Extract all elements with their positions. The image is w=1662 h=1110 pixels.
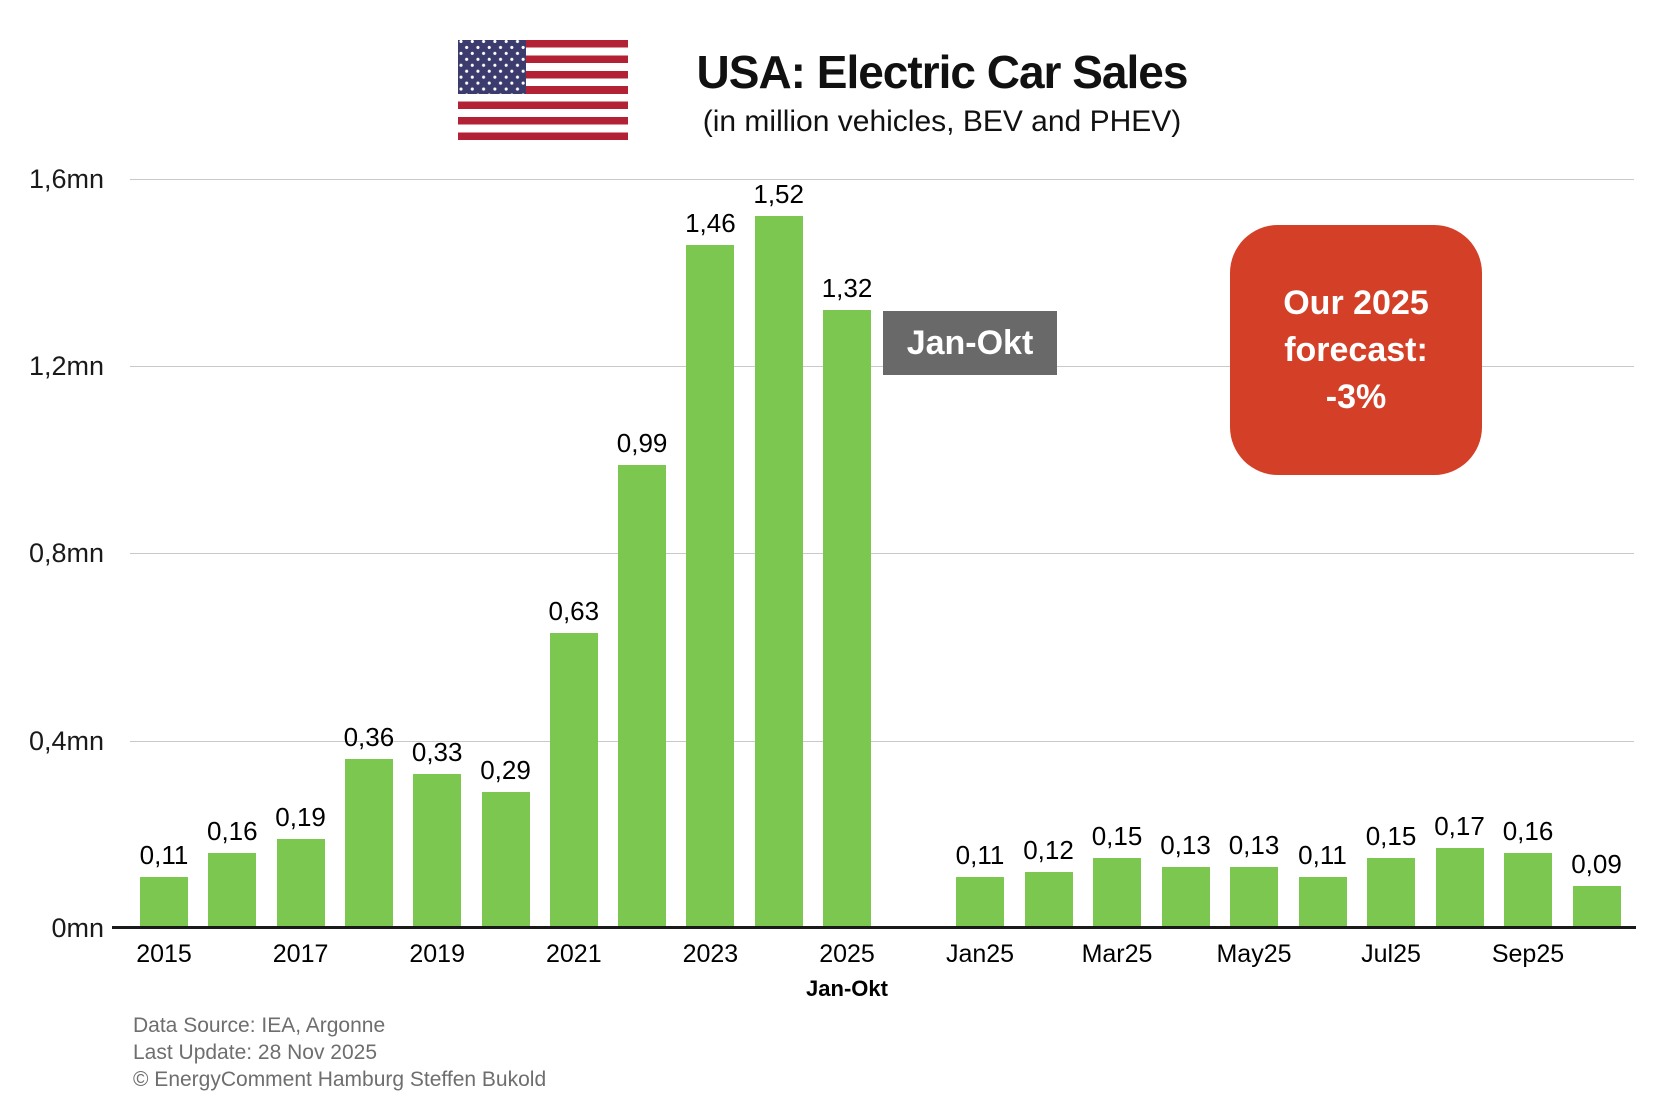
x-tick-label-2019: 2019 (409, 940, 465, 968)
bar-value-label-May25: 0,13 (1228, 830, 1280, 860)
bar-value-label-Sep25: 0,16 (1502, 816, 1554, 846)
x-tick-label-2021: 2021 (545, 940, 602, 968)
bar-value-label-2023: 1,46 (685, 208, 736, 238)
us-flag-canton (458, 40, 526, 94)
y-axis-label-0mn: 0mn (51, 913, 104, 943)
bar-2017 (276, 839, 325, 928)
bar-2023 (686, 245, 735, 928)
x-axis-line (112, 926, 1636, 929)
bar-Aug25 (1435, 848, 1484, 928)
y-axis-label-08mn: 0,8mn (28, 538, 104, 568)
y-axis-label-16mn: 1,6mn (28, 164, 104, 194)
bar-2020 (481, 792, 530, 928)
bar-value-label-2025: 1,32 (821, 273, 873, 303)
bar-2021 (549, 633, 598, 928)
bar-value-label-Mar25: 0,15 (1091, 821, 1143, 851)
x-tick-label-2017: 2017 (272, 940, 329, 968)
bar-value-label-2015: 0,11 (139, 840, 189, 870)
x-tick-label-May25: May25 (1216, 940, 1292, 968)
bar-value-label-2019: 0,33 (411, 737, 463, 767)
gridline-1-2mn (130, 366, 1634, 367)
bar-2022 (618, 465, 667, 928)
x-axis-sublabel-jan-okt: Jan-Okt (806, 976, 888, 1001)
x-tick-label-Mar25: Mar25 (1081, 940, 1153, 968)
bar-Apr25 (1161, 867, 1210, 928)
bar-Jun25 (1298, 877, 1347, 928)
bar-value-label-Apr25: 0,13 (1160, 830, 1211, 860)
x-tick-label-Jul25: Jul25 (1361, 940, 1421, 968)
bar-2015 (140, 877, 188, 928)
data-source-line: Data Source: IEA, Argonne (133, 1014, 386, 1037)
footer: Data Source: IEA, Argonne Last Update: 2… (133, 1012, 546, 1093)
bar-value-label-2017: 0,19 (275, 802, 326, 832)
x-tick-label-Sep25: Sep25 (1491, 940, 1565, 968)
bar-value-label-Jul25: 0,15 (1365, 821, 1417, 851)
x-tick-label-2025: 2025 (819, 940, 875, 968)
bar-value-label-2020: 0,29 (480, 755, 531, 785)
bar-2025 (823, 310, 871, 928)
bar-value-label-2024: 1,52 (753, 179, 804, 209)
y-axis-label-12mn: 1,2mn (28, 351, 104, 381)
bar-value-label-2022: 0,99 (616, 428, 668, 458)
bar-2016 (208, 853, 257, 928)
bar-value-label-Aug25: 0,17 (1434, 811, 1485, 841)
bar-May25 (1230, 867, 1278, 928)
bar-Jan25 (956, 877, 1004, 928)
gridline-0-8mn (130, 553, 1634, 554)
bar-Mar25 (1093, 858, 1141, 928)
bar-value-label-Feb25: 0,12 (1023, 835, 1074, 865)
gridline-1-6mn (130, 179, 1634, 180)
chart-subtitle: (in million vehicles, BEV and PHEV) (702, 105, 1182, 138)
bar-Sep25 (1504, 853, 1552, 928)
gridline-0-4mn (130, 741, 1634, 742)
bar-Feb25 (1024, 872, 1073, 928)
bar-value-label-Jan25: 0,11 (955, 840, 1005, 870)
bar-value-label-Jun25: 0,11 (1298, 840, 1347, 870)
bar-value-label-2021: 0,63 (548, 596, 600, 626)
bar-value-label-2018: 0,36 (343, 722, 395, 752)
us-flag-icon (458, 40, 628, 140)
copyright-line: © EnergyComment Hamburg Steffen Bukold (133, 1068, 547, 1091)
y-axis-label-04mn: 0,4mn (28, 726, 104, 756)
x-tick-label-2015: 2015 (136, 940, 192, 968)
bar-2019 (413, 774, 462, 928)
forecast-callout: Our 2025 forecast: -3% (1230, 225, 1482, 475)
bar-Okt25 (1572, 886, 1621, 928)
last-update-line: Last Update: 28 Nov 2025 (133, 1041, 378, 1064)
bar-2024 (754, 216, 803, 928)
plot-area: Jan-Okt 0,11 2015 0,16 0,19 2017 0,36 0,33 2019… (130, 179, 1634, 1001)
x-tick-label-2023: 2023 (682, 940, 739, 968)
bar-Jul25 (1367, 858, 1415, 928)
chart-title: USA: Electric Car Sales (696, 46, 1189, 98)
bar-value-label-2016: 0,16 (206, 816, 258, 846)
jan-okt-badge: Jan-Okt (883, 311, 1057, 375)
x-tick-label-Jan25: Jan25 (945, 940, 1015, 968)
bar-value-label-Okt25: 0,09 (1571, 849, 1622, 879)
bar-2018 (344, 759, 393, 928)
